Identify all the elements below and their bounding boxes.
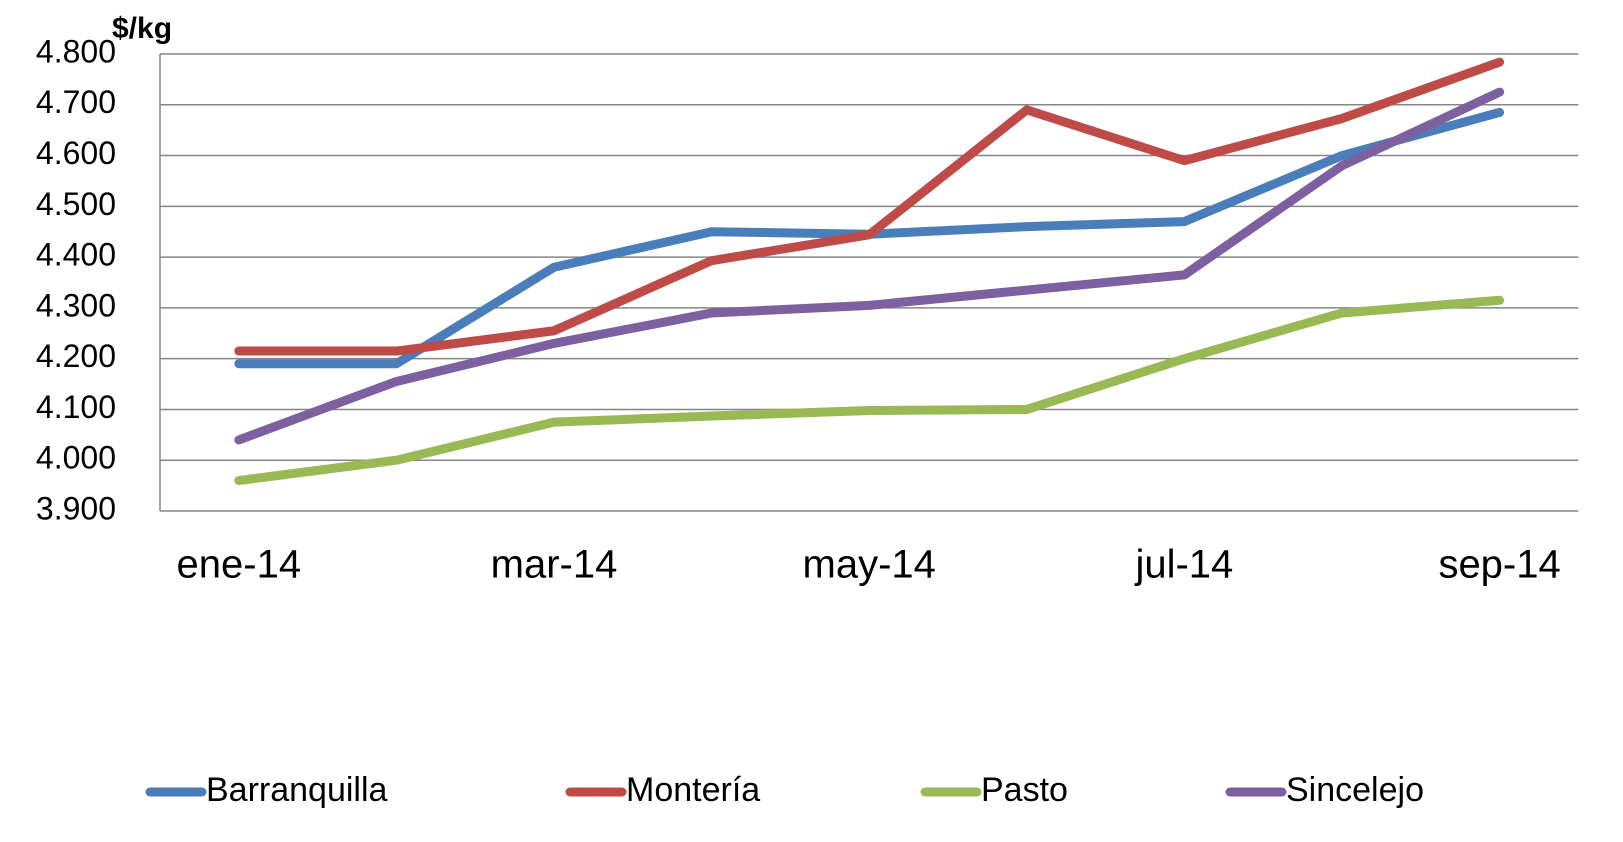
y-tick-label: 4.700	[36, 84, 116, 120]
y-tick-label: 4.000	[36, 440, 116, 476]
y-tick-label: 3.900	[36, 490, 116, 526]
y-tick-label: 4.200	[36, 338, 116, 374]
y-tick-label: 4.800	[36, 33, 116, 69]
legend-label: Pasto	[981, 771, 1068, 809]
line	[234, 295, 1505, 486]
y-tick-label: 4.500	[36, 186, 116, 222]
x-tick-label: jul-14	[1134, 543, 1233, 587]
line	[234, 87, 1505, 445]
y-tick-label: 4.400	[36, 237, 116, 273]
y-tick-label: 4.100	[36, 389, 116, 425]
x-tick-label: sep-14	[1438, 543, 1560, 587]
line	[234, 57, 1505, 356]
y-tick-label: 4.600	[36, 135, 116, 171]
x-tick-label: may-14	[803, 543, 936, 587]
y-axis-label: $/kg	[112, 12, 172, 45]
x-tick-label: mar-14	[491, 543, 618, 587]
legend-label: Barranquilla	[206, 771, 388, 809]
legend-label: Sincelejo	[1286, 771, 1424, 809]
legend-label: Montería	[626, 771, 760, 809]
x-tick-label: ene-14	[177, 543, 302, 587]
y-tick-label: 4.300	[36, 287, 116, 323]
